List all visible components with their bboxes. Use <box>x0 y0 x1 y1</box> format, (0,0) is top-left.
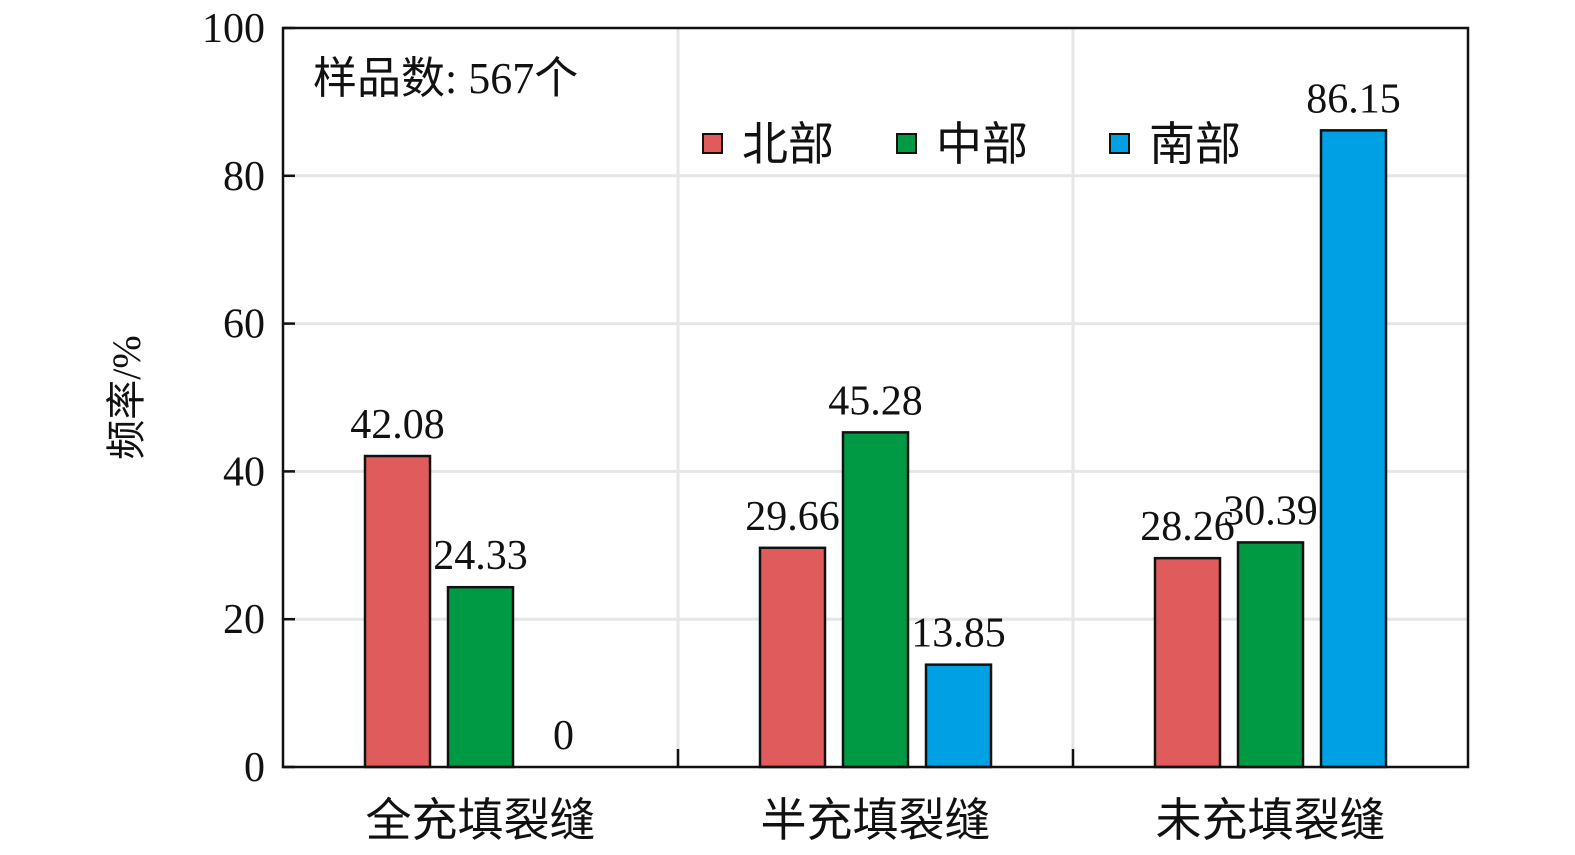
bar-2-2 <box>1319 129 1388 769</box>
legend-label-0: 北部 <box>742 119 834 170</box>
y-tick-label-5: 100 <box>202 6 265 52</box>
bar-2-0 <box>1153 556 1222 769</box>
data-label-0-1: 24.33 <box>433 533 528 579</box>
data-label-2-0: 28.26 <box>1140 504 1235 550</box>
data-label-0-2: 0 <box>553 713 574 759</box>
bar-0-0 <box>363 454 432 769</box>
bars <box>363 129 1388 769</box>
y-axis-ticks: 0 20 40 60 80 100 <box>202 6 295 791</box>
legend-label-2: 南部 <box>1149 119 1241 170</box>
category-label-0: 全充填裂缝 <box>366 795 596 846</box>
category-labels: 全充填裂缝 半充填裂缝 未充填裂缝 <box>366 795 1386 846</box>
data-label-2-1: 30.39 <box>1223 488 1318 534</box>
legend-swatch-2 <box>1109 133 1130 154</box>
y-tick-label-2: 40 <box>223 449 265 495</box>
data-label-1-2: 13.85 <box>911 611 1006 657</box>
category-label-2: 未充填裂缝 <box>1156 795 1386 846</box>
data-label-0-0: 42.08 <box>350 402 445 448</box>
legend-swatch-1 <box>896 133 917 154</box>
sample-count-note: 样品数: 567个 <box>313 54 578 103</box>
x-axis-ticks <box>676 749 1075 767</box>
bar-2-1 <box>1236 541 1305 769</box>
category-label-1: 半充填裂缝 <box>761 795 991 846</box>
plot-frame <box>281 26 1470 769</box>
legend-swatch-0 <box>702 133 723 154</box>
bar-1-1 <box>841 431 910 769</box>
legend: 北部 中部 南部 <box>702 119 1241 170</box>
bar-0-1 <box>446 585 515 769</box>
bar-1-2 <box>924 663 993 769</box>
data-label-1-0: 29.66 <box>745 494 840 540</box>
data-label-1-1: 45.28 <box>828 378 923 424</box>
y-axis-title: 频率/% <box>104 335 149 459</box>
y-tick-label-4: 80 <box>223 154 265 200</box>
legend-label-1: 中部 <box>936 119 1028 170</box>
y-tick-label-1: 20 <box>223 597 265 643</box>
y-tick-label-0: 0 <box>244 745 265 791</box>
data-label-2-2: 86.15 <box>1306 76 1401 122</box>
y-tick-label-3: 60 <box>223 302 265 348</box>
bar-1-0 <box>758 546 827 769</box>
